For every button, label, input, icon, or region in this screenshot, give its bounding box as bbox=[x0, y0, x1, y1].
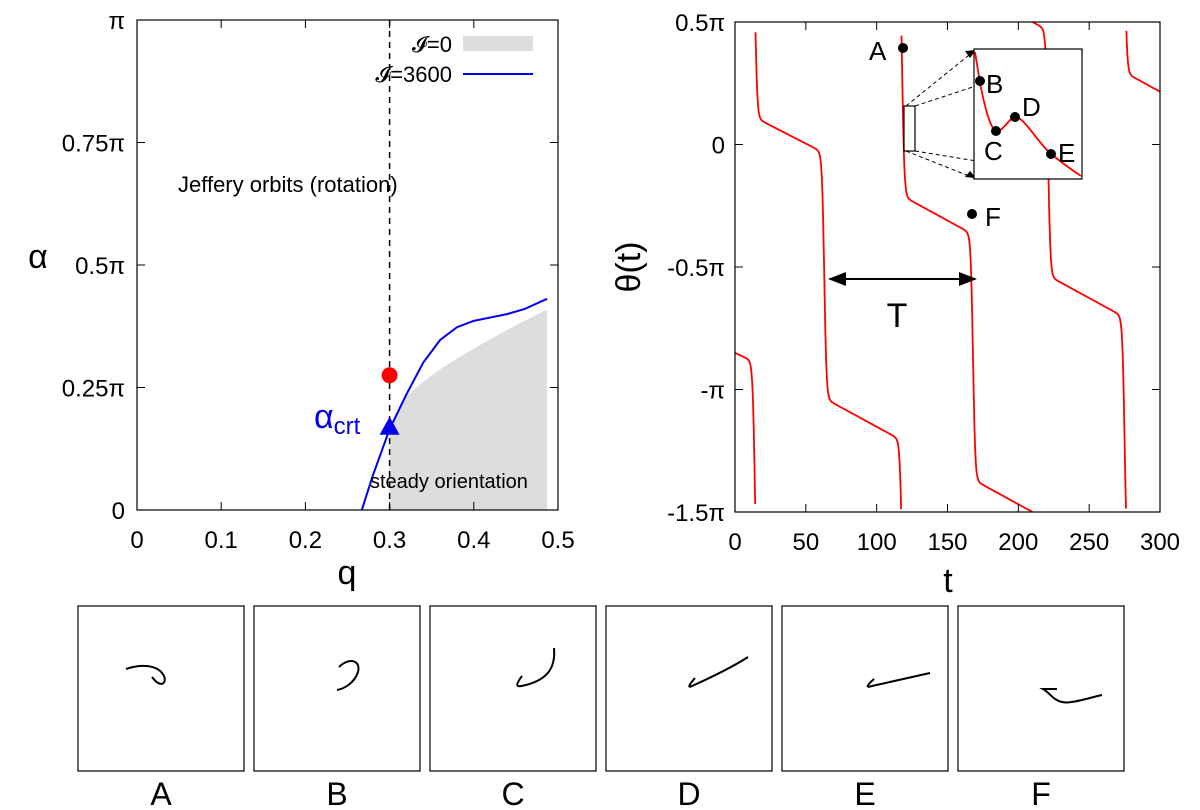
inset-zoom: B C D E bbox=[973, 48, 1083, 180]
steady-annotation: steady orientation bbox=[370, 471, 528, 493]
alpha-crt-label: αcrt bbox=[314, 398, 361, 440]
right-x-tick-label: 0 bbox=[728, 529, 741, 556]
left-x-axis-label: q bbox=[338, 554, 357, 592]
snapshot-f-label: F bbox=[1031, 776, 1051, 810]
right-x-tick-label: 100 bbox=[857, 529, 897, 556]
point-e-label: E bbox=[1058, 138, 1075, 168]
left-y-tick-label: 0.75π bbox=[62, 131, 125, 158]
point-b-marker bbox=[975, 76, 985, 86]
point-d-marker bbox=[1010, 112, 1020, 122]
snapshot-d-label: D bbox=[677, 776, 700, 810]
theta-curve-segment bbox=[1125, 30, 1161, 93]
left-y-tick-label: 0.25π bbox=[62, 376, 125, 403]
right-x-tick-label: 250 bbox=[1069, 529, 1109, 556]
snapshot-a: A bbox=[77, 605, 245, 810]
right-x-axis-label: t bbox=[943, 562, 953, 600]
snapshot-b: B bbox=[253, 605, 421, 810]
point-b-label: B bbox=[986, 69, 1003, 99]
point-c-label: C bbox=[984, 136, 1003, 166]
inertial-curve bbox=[360, 297, 548, 511]
right-y-tick-label: -1.5π bbox=[667, 500, 725, 527]
period-arrow bbox=[828, 272, 977, 286]
right-plot-frame bbox=[734, 21, 1161, 513]
left-x-tick-label: 0.5 bbox=[541, 527, 574, 554]
right-x-tick-label: 150 bbox=[927, 529, 967, 556]
steady-region-fill bbox=[389, 309, 548, 510]
snapshot-e-label: E bbox=[854, 776, 875, 810]
point-c-marker bbox=[991, 126, 1001, 136]
theta-curve-segment bbox=[734, 351, 757, 505]
alpha-crt-marker bbox=[379, 416, 400, 435]
red-marker bbox=[381, 367, 398, 384]
snapshot-f: F bbox=[957, 605, 1125, 810]
snapshot-c: C bbox=[429, 605, 597, 810]
left-x-tick-label: 0.1 bbox=[205, 527, 238, 554]
left-chart: 0 0.1 0.2 0.3 0.4 0.5 0 0.25π 0.5π 0.75π π 𝓘=0 𝓘=3… bbox=[28, 8, 575, 592]
left-y-tick-label: 0.5π bbox=[75, 253, 125, 280]
left-y-tick-label: π bbox=[108, 8, 125, 35]
left-y-axis-label: α bbox=[28, 238, 48, 276]
left-x-tick-label: 0.4 bbox=[457, 527, 490, 554]
left-x-tick-label: 0 bbox=[130, 527, 143, 554]
point-f-label: F bbox=[985, 202, 1001, 232]
period-label: T bbox=[887, 297, 908, 335]
theta-curve-layer bbox=[734, 21, 1161, 513]
point-e-marker bbox=[1046, 149, 1056, 159]
steady-region-layer bbox=[389, 309, 548, 510]
legend-label-i3600: 𝓘=3600 bbox=[375, 62, 452, 87]
right-x-tick-label: 50 bbox=[792, 529, 819, 556]
inset-frame bbox=[973, 48, 1083, 180]
point-d-label: D bbox=[1022, 92, 1041, 122]
snapshot-c-label: C bbox=[501, 776, 524, 810]
jeffery-annotation: Jeffery orbits (rotation) bbox=[178, 172, 398, 197]
left-y-tick-label: 0 bbox=[112, 498, 125, 525]
right-y-tick-label: 0.5π bbox=[675, 10, 725, 37]
left-x-tick-label: 0.2 bbox=[289, 527, 322, 554]
legend-swatch-i0 bbox=[463, 36, 533, 51]
snapshot-d: D bbox=[605, 605, 773, 810]
snapshot-row: A B C D E F bbox=[77, 605, 1125, 810]
inertial-curve-layer bbox=[360, 297, 548, 511]
right-y-tick-label: -π bbox=[700, 378, 725, 405]
right-axis-ticks: 0 50 100 150 200 250 300 0.5π 0 -0.5π -π -1.5π bbox=[667, 10, 1180, 556]
right-y-axis-label: θ(t) bbox=[610, 242, 648, 293]
snapshot-a-label: A bbox=[150, 776, 172, 810]
left-axis-ticks: 0 0.1 0.2 0.3 0.4 0.5 0 0.25π 0.5π 0.75π π bbox=[62, 8, 575, 554]
theta-curve-segment bbox=[900, 35, 1033, 513]
snapshot-e: E bbox=[781, 605, 949, 810]
right-y-tick-label: -0.5π bbox=[667, 255, 725, 282]
right-y-tick-label: 0 bbox=[712, 133, 725, 160]
right-x-tick-label: 300 bbox=[1140, 529, 1180, 556]
point-a-marker bbox=[898, 43, 908, 53]
legend-label-i0: 𝓘=0 bbox=[412, 32, 452, 57]
point-f-marker bbox=[967, 209, 977, 219]
theta-curve-segment bbox=[754, 32, 902, 510]
left-x-tick-label: 0.3 bbox=[373, 527, 406, 554]
point-a-label: A bbox=[869, 36, 887, 66]
right-x-tick-label: 200 bbox=[998, 529, 1038, 556]
left-legend: 𝓘=0 𝓘=3600 bbox=[375, 32, 533, 87]
snapshot-b-label: B bbox=[326, 776, 347, 810]
